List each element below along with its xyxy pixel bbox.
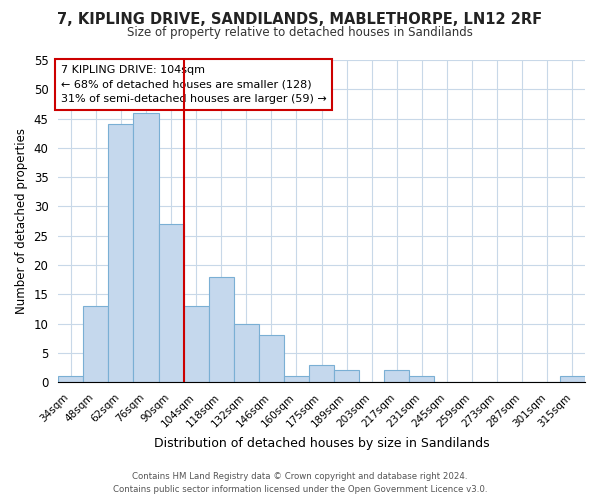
Bar [209,276,234,382]
Bar [83,306,109,382]
Bar [158,224,184,382]
Text: 7, KIPLING DRIVE, SANDILANDS, MABLETHORPE, LN12 2RF: 7, KIPLING DRIVE, SANDILANDS, MABLETHORP… [58,12,542,28]
Text: Size of property relative to detached houses in Sandilands: Size of property relative to detached ho… [127,26,473,39]
Bar [133,112,158,382]
Bar [109,124,133,382]
Bar [284,376,309,382]
Bar [384,370,409,382]
Bar [560,376,585,382]
Text: Contains HM Land Registry data © Crown copyright and database right 2024.
Contai: Contains HM Land Registry data © Crown c… [113,472,487,494]
Bar [58,376,83,382]
X-axis label: Distribution of detached houses by size in Sandilands: Distribution of detached houses by size … [154,437,490,450]
Bar [309,364,334,382]
Y-axis label: Number of detached properties: Number of detached properties [15,128,28,314]
Text: 7 KIPLING DRIVE: 104sqm
← 68% of detached houses are smaller (128)
31% of semi-d: 7 KIPLING DRIVE: 104sqm ← 68% of detache… [61,65,326,104]
Bar [184,306,209,382]
Bar [234,324,259,382]
Bar [409,376,434,382]
Bar [259,335,284,382]
Bar [334,370,359,382]
